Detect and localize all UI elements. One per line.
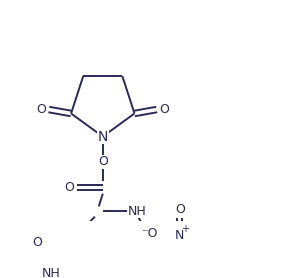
Text: N: N [98,130,108,143]
Text: NH: NH [128,205,146,218]
Text: O: O [36,103,46,116]
Text: O: O [32,236,42,249]
Text: +: + [182,224,189,234]
Text: ⁻O: ⁻O [141,227,158,240]
Text: O: O [175,203,185,216]
Text: O: O [160,103,170,116]
Text: NH: NH [42,267,61,278]
Text: O: O [65,181,74,194]
Text: S: S [140,228,149,242]
Text: O: O [98,155,108,168]
Text: N: N [175,229,185,242]
